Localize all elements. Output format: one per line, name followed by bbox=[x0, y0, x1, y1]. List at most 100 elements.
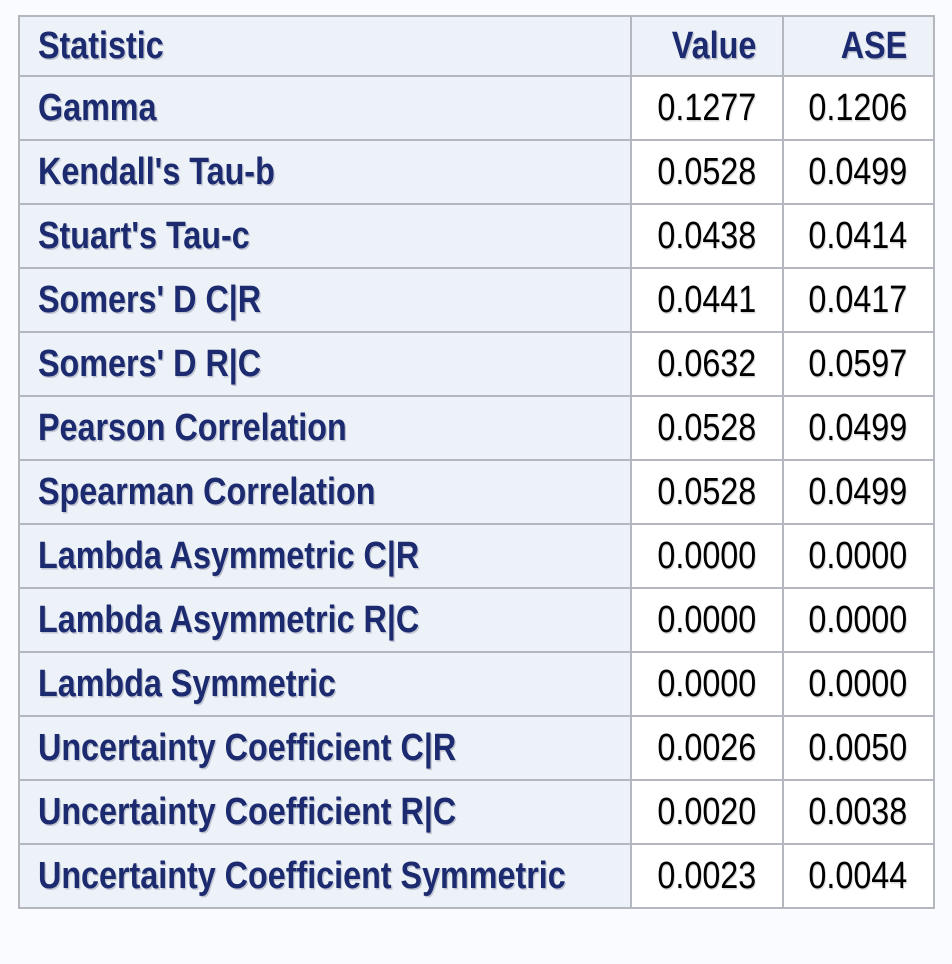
table-row: Uncertainty Coefficient Symmetric 0.0023 0… bbox=[18, 843, 935, 909]
value-cell: 0.0000 bbox=[630, 651, 784, 717]
statistic-name-cell: Stuart's Tau-c bbox=[18, 203, 632, 269]
value-cell-value: 0.0000 bbox=[657, 534, 756, 577]
statistic-name-cell: Uncertainty Coefficient Symmetric bbox=[18, 843, 632, 909]
column-header-ase: ASE bbox=[782, 15, 935, 77]
statistic-name-cell: Lambda Asymmetric C|R bbox=[18, 523, 632, 589]
statistic-name: Spearman Correlation bbox=[38, 470, 376, 513]
statistic-name-cell: Spearman Correlation bbox=[18, 459, 632, 525]
column-header-statistic-label: Statistic bbox=[38, 24, 164, 67]
statistic-name: Stuart's Tau-c bbox=[38, 214, 250, 257]
column-header-value-label: Value bbox=[671, 24, 756, 67]
ase-cell: 0.0499 bbox=[782, 395, 935, 461]
table-body: Gamma 0.1277 0.1206 Kendall's Tau-b 0.0528 0.… bbox=[18, 75, 935, 909]
statistic-name-cell: Lambda Symmetric bbox=[18, 651, 632, 717]
value-cell-value: 0.0441 bbox=[657, 278, 756, 321]
ase-cell-value: 0.0044 bbox=[808, 854, 907, 897]
ase-cell-value: 0.0597 bbox=[808, 342, 907, 385]
value-cell-value: 0.0632 bbox=[657, 342, 756, 385]
ase-cell: 0.0597 bbox=[782, 331, 935, 397]
statistic-name: Lambda Symmetric bbox=[38, 662, 336, 705]
ase-cell: 0.0000 bbox=[782, 651, 935, 717]
statistic-name-cell: Uncertainty Coefficient C|R bbox=[18, 715, 632, 781]
value-cell-value: 0.0438 bbox=[657, 214, 756, 257]
ase-cell: 0.0000 bbox=[782, 523, 935, 589]
table-row: Somers' D R|C 0.0632 0.0597 bbox=[18, 331, 935, 397]
value-cell: 0.1277 bbox=[630, 75, 784, 141]
statistic-name: Kendall's Tau-b bbox=[38, 150, 275, 193]
statistic-name-cell: Pearson Correlation bbox=[18, 395, 632, 461]
statistic-name: Gamma bbox=[38, 86, 157, 129]
ase-cell: 0.0050 bbox=[782, 715, 935, 781]
ase-cell: 0.0499 bbox=[782, 139, 935, 205]
ase-cell-value: 0.1206 bbox=[808, 86, 907, 129]
table-row: Gamma 0.1277 0.1206 bbox=[18, 75, 935, 141]
ase-cell-value: 0.0417 bbox=[808, 278, 907, 321]
ase-cell: 0.0417 bbox=[782, 267, 935, 333]
statistic-name-cell: Somers' D C|R bbox=[18, 267, 632, 333]
ase-cell-value: 0.0414 bbox=[808, 214, 907, 257]
value-cell-value: 0.0528 bbox=[657, 470, 756, 513]
table-row: Spearman Correlation 0.0528 0.0499 bbox=[18, 459, 935, 525]
ase-cell-value: 0.0000 bbox=[808, 534, 907, 577]
statistic-name: Uncertainty Coefficient C|R bbox=[38, 726, 457, 769]
statistic-name: Pearson Correlation bbox=[38, 406, 347, 449]
value-cell: 0.0020 bbox=[630, 779, 784, 845]
value-cell-value: 0.0528 bbox=[657, 150, 756, 193]
value-cell: 0.0000 bbox=[630, 523, 784, 589]
table-row: Uncertainty Coefficient C|R 0.0026 0.0050 bbox=[18, 715, 935, 781]
statistic-name: Lambda Asymmetric R|C bbox=[38, 598, 420, 641]
ase-cell: 0.0414 bbox=[782, 203, 935, 269]
value-cell: 0.0632 bbox=[630, 331, 784, 397]
ase-cell: 0.0044 bbox=[782, 843, 935, 909]
ase-cell-value: 0.0000 bbox=[808, 598, 907, 641]
statistic-name-cell: Somers' D R|C bbox=[18, 331, 632, 397]
ase-cell-value: 0.0000 bbox=[808, 662, 907, 705]
statistic-name: Somers' D C|R bbox=[38, 278, 262, 321]
ase-cell: 0.1206 bbox=[782, 75, 935, 141]
value-cell: 0.0528 bbox=[630, 459, 784, 525]
ase-cell-value: 0.0499 bbox=[808, 470, 907, 513]
column-header-value: Value bbox=[630, 15, 784, 77]
statistic-name: Lambda Asymmetric C|R bbox=[38, 534, 420, 577]
value-cell-value: 0.0020 bbox=[657, 790, 756, 833]
value-cell: 0.0000 bbox=[630, 587, 784, 653]
table-row: Stuart's Tau-c 0.0438 0.0414 bbox=[18, 203, 935, 269]
table-row: Kendall's Tau-b 0.0528 0.0499 bbox=[18, 139, 935, 205]
table-row: Pearson Correlation 0.0528 0.0499 bbox=[18, 395, 935, 461]
measures-of-association-table: Statistic Value ASE Gamma 0.1277 0.1206 Ken… bbox=[18, 15, 935, 909]
value-cell: 0.0023 bbox=[630, 843, 784, 909]
value-cell: 0.0441 bbox=[630, 267, 784, 333]
value-cell: 0.0438 bbox=[630, 203, 784, 269]
value-cell-value: 0.0026 bbox=[657, 726, 756, 769]
value-cell: 0.0528 bbox=[630, 139, 784, 205]
table-row: Lambda Asymmetric C|R 0.0000 0.0000 bbox=[18, 523, 935, 589]
value-cell-value: 0.0000 bbox=[657, 662, 756, 705]
value-cell-value: 0.0023 bbox=[657, 854, 756, 897]
value-cell-value: 0.0528 bbox=[657, 406, 756, 449]
table-row: Somers' D C|R 0.0441 0.0417 bbox=[18, 267, 935, 333]
ase-cell-value: 0.0499 bbox=[808, 150, 907, 193]
table-row: Uncertainty Coefficient R|C 0.0020 0.0038 bbox=[18, 779, 935, 845]
table-header: Statistic Value ASE bbox=[18, 15, 935, 77]
ase-cell: 0.0000 bbox=[782, 587, 935, 653]
value-cell-value: 0.1277 bbox=[657, 86, 756, 129]
table-row: Lambda Asymmetric R|C 0.0000 0.0000 bbox=[18, 587, 935, 653]
value-cell-value: 0.0000 bbox=[657, 598, 756, 641]
value-cell: 0.0528 bbox=[630, 395, 784, 461]
ase-cell-value: 0.0038 bbox=[808, 790, 907, 833]
column-header-statistic: Statistic bbox=[18, 15, 632, 77]
table-row: Lambda Symmetric 0.0000 0.0000 bbox=[18, 651, 935, 717]
statistic-name: Uncertainty Coefficient Symmetric bbox=[38, 854, 566, 897]
ase-cell-value: 0.0499 bbox=[808, 406, 907, 449]
statistic-name: Somers' D R|C bbox=[38, 342, 262, 385]
statistic-name-cell: Gamma bbox=[18, 75, 632, 141]
value-cell: 0.0026 bbox=[630, 715, 784, 781]
statistic-name-cell: Kendall's Tau-b bbox=[18, 139, 632, 205]
ase-cell-value: 0.0050 bbox=[808, 726, 907, 769]
statistic-name-cell: Lambda Asymmetric R|C bbox=[18, 587, 632, 653]
ase-cell: 0.0038 bbox=[782, 779, 935, 845]
column-header-ase-label: ASE bbox=[840, 24, 907, 67]
ase-cell: 0.0499 bbox=[782, 459, 935, 525]
header-row: Statistic Value ASE bbox=[18, 15, 935, 77]
statistic-name-cell: Uncertainty Coefficient R|C bbox=[18, 779, 632, 845]
